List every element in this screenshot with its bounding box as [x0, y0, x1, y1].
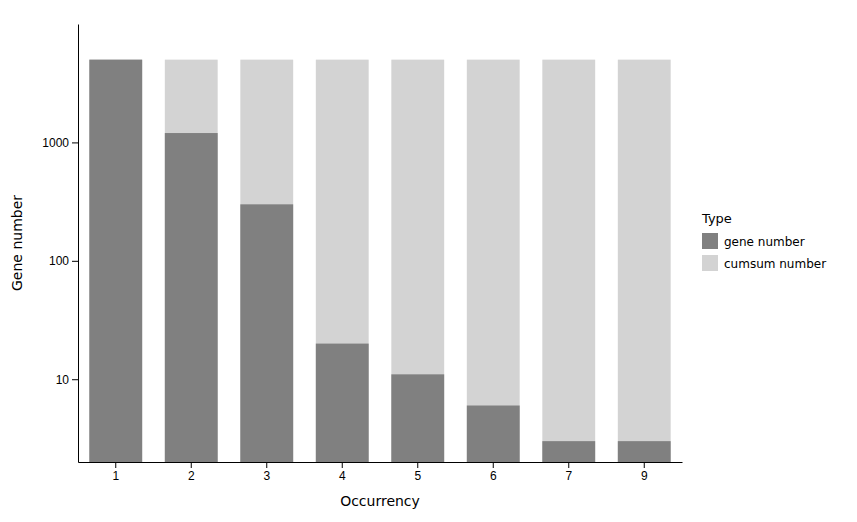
bar	[240, 60, 293, 462]
bar-series	[89, 60, 670, 462]
x-tick: 3	[263, 462, 270, 483]
x-tick-label: 2	[188, 469, 195, 483]
x-tick: 1	[112, 462, 119, 483]
chart-container: 1 2 3 4 5 6 7 9 10 100 1000 Occurrency Gene number Ty…	[0, 0, 857, 522]
x-tick-mark	[417, 462, 418, 468]
legend-label: cumsum number	[724, 257, 826, 271]
legend-title: Type	[701, 211, 732, 226]
x-tick-mark	[266, 462, 267, 468]
x-tick-label: 5	[414, 469, 421, 483]
x-tick-label: 7	[565, 469, 572, 483]
bar	[316, 60, 369, 462]
chart-svg: 1 2 3 4 5 6 7 9 10 100 1000 Occurrency Gene number Ty…	[0, 0, 857, 522]
x-tick-mark	[644, 462, 645, 468]
bar	[165, 60, 218, 462]
x-tick: 4	[339, 462, 346, 483]
legend-item: cumsum number	[702, 255, 826, 271]
bar	[618, 441, 671, 462]
bar	[542, 60, 595, 462]
x-axis-title: Occurrency	[340, 493, 420, 509]
x-tick-mark	[568, 462, 569, 468]
bar	[391, 374, 444, 462]
y-axis-title: Gene number	[9, 195, 25, 291]
bar	[618, 60, 671, 462]
bar	[542, 441, 595, 462]
x-tick: 9	[641, 462, 648, 483]
y-axis-line	[78, 25, 79, 463]
bar	[316, 344, 369, 462]
bar	[467, 406, 520, 462]
y-axis: 10 100 1000	[42, 25, 78, 463]
bar	[467, 60, 520, 462]
legend-swatch	[702, 233, 718, 249]
bar	[240, 204, 293, 462]
x-tick-label: 6	[490, 469, 497, 483]
x-axis: 1 2 3 4 5 6 7 9	[79, 462, 683, 483]
x-tick-mark	[493, 462, 494, 468]
x-tick-mark	[115, 462, 116, 468]
y-tick: 1000	[42, 136, 78, 150]
bar	[391, 60, 444, 462]
bar	[165, 133, 218, 462]
legend: Type gene number cumsum number	[701, 211, 826, 271]
x-tick-mark	[191, 462, 192, 468]
y-tick-label: 100	[49, 254, 69, 268]
x-tick: 5	[414, 462, 421, 483]
legend-swatch	[702, 255, 718, 271]
bar	[89, 60, 142, 462]
y-tick-mark	[72, 142, 78, 143]
x-tick-label: 3	[263, 469, 270, 483]
y-tick-mark	[72, 261, 78, 262]
y-tick-label: 1000	[42, 136, 69, 150]
bar-series	[89, 60, 670, 462]
x-tick: 7	[565, 462, 572, 483]
x-tick-label: 4	[339, 469, 346, 483]
legend-item: gene number	[702, 233, 805, 249]
y-tick-label: 10	[56, 373, 70, 387]
x-tick-label: 9	[641, 469, 648, 483]
y-tick: 10	[56, 373, 78, 387]
legend-label: gene number	[724, 235, 805, 249]
x-tick-label: 1	[112, 469, 119, 483]
x-axis-line	[79, 462, 683, 463]
y-tick-mark	[72, 379, 78, 380]
y-tick: 100	[49, 254, 78, 268]
bar	[89, 60, 142, 462]
plot-area: 1 2 3 4 5 6 7 9 10 100 1000	[42, 25, 682, 483]
bars	[89, 60, 670, 462]
x-tick: 6	[490, 462, 497, 483]
x-tick-mark	[342, 462, 343, 468]
x-tick: 2	[188, 462, 195, 483]
